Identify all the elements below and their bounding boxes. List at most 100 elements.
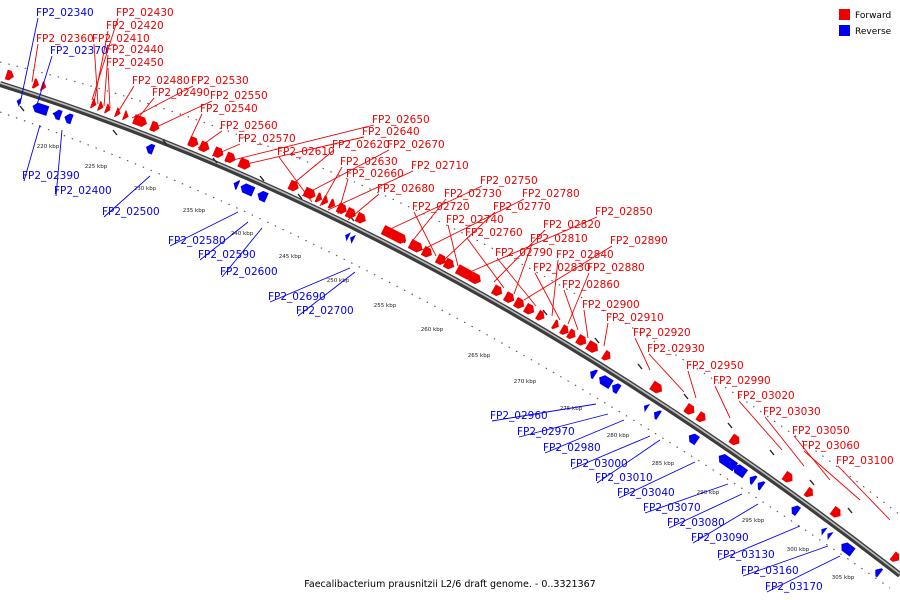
forward-gene[interactable] bbox=[380, 225, 409, 246]
gene-label[interactable]: FP2_02680 bbox=[377, 183, 435, 195]
forward-gene[interactable] bbox=[327, 198, 338, 211]
forward-gene[interactable] bbox=[889, 551, 900, 564]
gene-label[interactable]: FP2_03040 bbox=[617, 487, 675, 499]
reverse-gene[interactable] bbox=[824, 530, 834, 541]
gene-label[interactable]: FP2_03160 bbox=[741, 565, 799, 577]
gene-label[interactable]: FP2_02770 bbox=[493, 201, 551, 213]
gene-label[interactable]: FP2_03100 bbox=[836, 455, 894, 467]
forward-gene[interactable] bbox=[781, 470, 795, 485]
forward-gene[interactable] bbox=[187, 135, 200, 149]
reverse-gene[interactable] bbox=[747, 473, 758, 485]
forward-gene[interactable] bbox=[683, 403, 697, 417]
reverse-gene[interactable] bbox=[609, 381, 622, 394]
gene-label[interactable]: FP2_02710 bbox=[411, 160, 469, 172]
gene-label[interactable]: FP2_03050 bbox=[792, 425, 850, 437]
gene-label[interactable]: FP2_02500 bbox=[102, 206, 160, 218]
gene-label[interactable]: FP2_03130 bbox=[717, 549, 775, 561]
gene-label[interactable]: FP2_02910 bbox=[606, 312, 664, 324]
gene-label[interactable]: FP2_02420 bbox=[106, 20, 164, 32]
forward-gene[interactable] bbox=[149, 120, 161, 134]
gene-label[interactable]: FP2_03060 bbox=[802, 440, 860, 452]
gene-label[interactable]: FP2_02640 bbox=[362, 126, 420, 138]
reverse-gene[interactable] bbox=[838, 540, 856, 557]
gene-label[interactable]: FP2_03000 bbox=[570, 458, 628, 470]
gene-label[interactable]: FP2_02660 bbox=[346, 168, 404, 180]
forward-gene[interactable] bbox=[523, 302, 537, 317]
forward-gene[interactable] bbox=[467, 271, 483, 286]
gene-label[interactable]: FP2_02570 bbox=[238, 133, 296, 145]
gene-label[interactable]: FP2_02890 bbox=[610, 235, 668, 247]
gene-label[interactable]: FP2_02780 bbox=[522, 188, 580, 200]
gene-label[interactable]: FP2_02610 bbox=[277, 146, 335, 158]
gene-label[interactable]: FP2_02980 bbox=[543, 442, 601, 454]
gene-label[interactable]: FP2_03010 bbox=[595, 472, 653, 484]
reverse-gene[interactable] bbox=[686, 431, 700, 446]
gene-label[interactable]: FP2_02790 bbox=[495, 247, 553, 259]
forward-gene[interactable] bbox=[649, 380, 665, 396]
gene-label[interactable]: FP2_02740 bbox=[446, 214, 504, 226]
reverse-gene[interactable] bbox=[63, 112, 74, 125]
forward-gene[interactable] bbox=[314, 192, 325, 204]
forward-gene[interactable] bbox=[237, 157, 252, 171]
gene-label[interactable]: FP2_02730 bbox=[444, 188, 502, 200]
forward-gene[interactable] bbox=[90, 98, 98, 110]
gene-label[interactable]: FP2_02860 bbox=[562, 279, 620, 291]
forward-gene[interactable] bbox=[575, 333, 589, 348]
reverse-gene[interactable] bbox=[31, 101, 50, 116]
gene-label[interactable]: FP2_03170 bbox=[765, 581, 823, 593]
reverse-gene[interactable] bbox=[731, 462, 749, 479]
gene-label[interactable]: FP2_02360 bbox=[36, 33, 94, 45]
gene-label[interactable]: FP2_02990 bbox=[713, 375, 771, 387]
gene-label[interactable]: FP2_02540 bbox=[200, 103, 258, 115]
gene-label[interactable]: FP2_02720 bbox=[412, 201, 470, 213]
forward-gene[interactable] bbox=[302, 186, 318, 201]
gene-label[interactable]: FP2_02440 bbox=[106, 44, 164, 56]
forward-gene[interactable] bbox=[354, 211, 368, 225]
reverse-gene[interactable] bbox=[343, 231, 351, 242]
forward-gene[interactable] bbox=[97, 101, 105, 112]
gene-label[interactable]: FP2_02370 bbox=[50, 45, 108, 57]
forward-gene[interactable] bbox=[490, 284, 505, 298]
forward-gene[interactable] bbox=[829, 505, 844, 520]
forward-gene[interactable] bbox=[695, 411, 708, 424]
forward-gene[interactable] bbox=[132, 114, 149, 128]
gene-label[interactable]: FP2_02630 bbox=[340, 156, 398, 168]
forward-gene[interactable] bbox=[566, 328, 578, 341]
forward-gene[interactable] bbox=[198, 140, 211, 154]
forward-gene[interactable] bbox=[803, 486, 816, 500]
gene-label[interactable]: FP2_02550 bbox=[210, 90, 268, 102]
gene-label[interactable]: FP2_02830 bbox=[533, 262, 591, 274]
gene-label[interactable]: FP2_02480 bbox=[132, 75, 190, 87]
gene-label[interactable]: FP2_02760 bbox=[465, 227, 523, 239]
forward-gene[interactable] bbox=[442, 257, 457, 272]
reverse-gene[interactable] bbox=[872, 566, 884, 578]
forward-gene[interactable] bbox=[4, 69, 16, 82]
reverse-gene[interactable] bbox=[348, 233, 356, 244]
gene-label[interactable]: FP2_02690 bbox=[268, 291, 326, 303]
gene-label[interactable]: FP2_02580 bbox=[168, 235, 226, 247]
forward-gene[interactable] bbox=[585, 340, 600, 355]
forward-gene[interactable] bbox=[512, 297, 527, 311]
gene-label[interactable]: FP2_02960 bbox=[490, 410, 548, 422]
reverse-gene[interactable] bbox=[716, 452, 739, 472]
forward-gene[interactable] bbox=[114, 107, 122, 118]
reverse-gene[interactable] bbox=[789, 503, 801, 517]
reverse-gene[interactable] bbox=[588, 367, 598, 380]
forward-gene[interactable] bbox=[224, 151, 237, 165]
gene-label[interactable]: FP2_02970 bbox=[517, 426, 575, 438]
gene-label[interactable]: FP2_02670 bbox=[387, 139, 445, 151]
reverse-gene[interactable] bbox=[755, 479, 766, 491]
gene-label[interactable]: FP2_02620 bbox=[332, 139, 390, 151]
reverse-gene[interactable] bbox=[255, 189, 269, 203]
reverse-gene[interactable] bbox=[232, 179, 241, 190]
gene-label[interactable]: FP2_02490 bbox=[152, 87, 210, 99]
forward-gene[interactable] bbox=[559, 324, 571, 337]
gene-label[interactable]: FP2_02810 bbox=[530, 233, 588, 245]
gene-label[interactable]: FP2_02560 bbox=[220, 120, 278, 132]
gene-label[interactable]: FP2_02920 bbox=[633, 327, 691, 339]
gene-label[interactable]: FP2_02950 bbox=[686, 360, 744, 372]
forward-gene[interactable] bbox=[122, 110, 130, 121]
gene-label[interactable]: FP2_02850 bbox=[595, 206, 653, 218]
gene-label[interactable]: FP2_03070 bbox=[643, 502, 701, 514]
gene-label[interactable]: FP2_03020 bbox=[737, 390, 795, 402]
